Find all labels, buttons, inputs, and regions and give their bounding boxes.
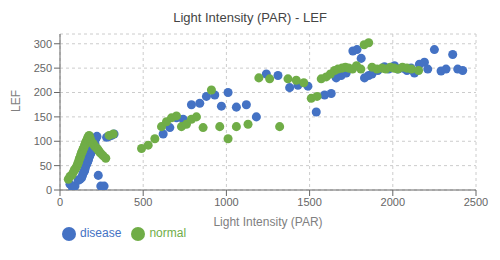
html-text:normal: normal xyxy=(149,226,187,240)
svg-text:150: 150 xyxy=(34,111,52,123)
svg-text:0: 0 xyxy=(46,184,52,196)
svg-text:2500: 2500 xyxy=(464,196,488,208)
svg-text:2000: 2000 xyxy=(381,196,405,208)
html-text:Light Intensity (PAR) - LEF: Light Intensity (PAR) - LEF xyxy=(173,10,327,25)
svg-text:1500: 1500 xyxy=(297,196,321,208)
svg-text:200: 200 xyxy=(34,86,52,98)
svg-text:1000: 1000 xyxy=(214,196,238,208)
svg-text:500: 500 xyxy=(134,196,152,208)
svg-text:100: 100 xyxy=(34,135,52,147)
svg-text:Light Intensity (PAR): Light Intensity (PAR) xyxy=(213,215,322,229)
svg-text:0: 0 xyxy=(57,196,63,208)
svg-text:50: 50 xyxy=(40,160,52,172)
svg-text:250: 250 xyxy=(34,62,52,74)
svg-text:LEF: LEF xyxy=(9,90,23,112)
svg-text:300: 300 xyxy=(34,38,52,50)
html-text:disease: disease xyxy=(80,226,122,240)
